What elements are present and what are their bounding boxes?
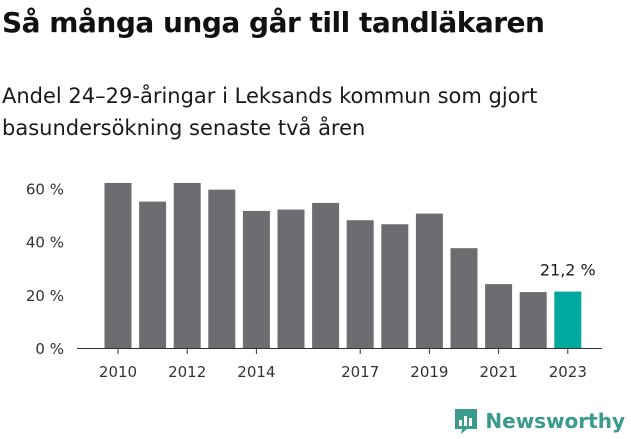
x-tick-label: 2014 — [237, 363, 275, 381]
brand-logo: Newsworthy — [453, 407, 625, 435]
bar-2018 — [381, 224, 409, 348]
bar-2017 — [346, 220, 374, 348]
x-tick-label: 2017 — [341, 363, 379, 381]
x-tick-label: 2012 — [168, 363, 206, 381]
bar-2014 — [242, 210, 270, 348]
chart-subtitle: Andel 24–29-åringar i Leksands kommun so… — [2, 84, 538, 140]
bar-chart: 0 % 20 % 40 % 60 % 2010 2012 2014 2017 2019 2021 2… — [26, 180, 602, 381]
y-tick-label: 40 % — [26, 234, 64, 252]
y-tick-label: 60 % — [26, 180, 64, 198]
bar-2023 — [554, 291, 582, 348]
bar-2012 — [173, 182, 201, 348]
y-tick-label: 20 % — [26, 287, 64, 305]
newsworthy-logo-icon — [455, 409, 478, 434]
brand-name: Newsworthy — [485, 409, 625, 433]
bar-2015 — [277, 209, 305, 348]
bar-2022 — [519, 292, 547, 348]
bar-2019 — [415, 213, 443, 348]
bar-2010 — [104, 182, 132, 348]
bar-2016 — [312, 202, 340, 348]
x-tick-label: 2010 — [99, 363, 137, 381]
x-tick-label: 2021 — [480, 363, 518, 381]
x-tick-label: 2023 — [549, 363, 587, 381]
highlight-value-label: 21,2 % — [540, 261, 596, 280]
bar-2020 — [450, 248, 478, 348]
bar-2011 — [139, 201, 167, 348]
y-tick-label: 0 % — [35, 340, 64, 358]
chart-title: Så många unga går till tandläkaren — [2, 6, 545, 39]
bar-2013 — [208, 189, 236, 348]
bar-2021 — [485, 284, 513, 348]
x-tick-label: 2019 — [410, 363, 448, 381]
